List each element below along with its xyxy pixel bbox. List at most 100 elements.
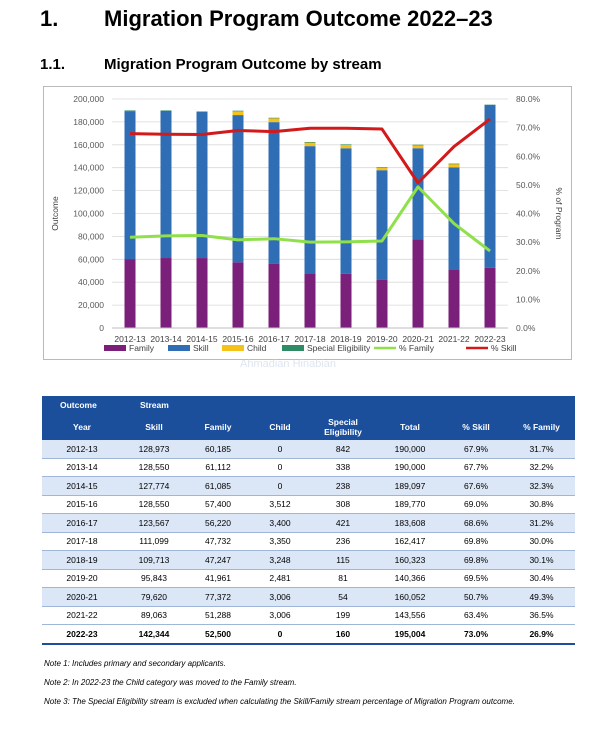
legend-label: % Family	[399, 343, 435, 353]
y2-tick-label: 40.0%	[516, 209, 541, 219]
y-tick-label: 120,000	[73, 186, 104, 196]
table-cell: 160	[310, 624, 376, 645]
table-cell: 195,004	[376, 624, 444, 645]
table-cell: 30.8%	[508, 495, 575, 514]
table-cell: 32.3%	[508, 476, 575, 496]
watermark: Ahmadian Hinabian	[240, 358, 337, 370]
table-row: 2013-14 128,550 61,112 0 338 190,000 67.7% 32.2…	[42, 458, 575, 477]
y2-tick-label: 10.0%	[516, 294, 541, 304]
y2-tick-label: 70.0%	[516, 123, 541, 133]
y2-tick-label: 0.0%	[516, 323, 536, 333]
bar-special-eligibility	[268, 117, 280, 119]
bar-skill	[484, 104, 496, 268]
table-cell: 190,000	[376, 458, 444, 477]
table-cell: 54	[310, 587, 376, 607]
table-group-header: Outcome Stream	[42, 396, 575, 414]
bar-family	[448, 269, 460, 328]
table-cell: 842	[310, 440, 376, 459]
bar-child	[376, 167, 388, 171]
bar-family	[232, 262, 244, 328]
table-body: 2012-13 128,973 60,185 0 842 190,000 67.9% 31.7…	[42, 440, 575, 645]
table-cell: 30.4%	[508, 569, 575, 588]
bar-skill	[448, 167, 460, 270]
table-cell: 3,400	[250, 513, 310, 533]
table-cell: 3,248	[250, 550, 310, 570]
y-tick-label: 100,000	[73, 209, 104, 219]
table-cell: 68.6%	[444, 513, 508, 533]
heading-title: Migration Program Outcome 2022–23	[104, 6, 493, 31]
table-cell: 56,220	[186, 513, 250, 533]
table-row: 2020-21 79,620 77,372 3,006 54 160,052 50.7% 49…	[42, 587, 575, 607]
table-cell: 421	[310, 513, 376, 533]
table-cell: 111,099	[122, 532, 186, 551]
bar-special-eligibility	[196, 111, 208, 113]
table-cell: 69.5%	[444, 569, 508, 588]
table-cell: 52,500	[186, 624, 250, 645]
table-cell: 0	[250, 440, 310, 459]
table-row: 2017-18 111,099 47,732 3,350 236 162,417 69.8%…	[42, 532, 575, 551]
bar-child	[412, 144, 424, 149]
table-cell: 61,112	[186, 458, 250, 477]
table-cell: 30.0%	[508, 532, 575, 551]
table-cell: 2022-23	[42, 624, 122, 645]
table-cell: 2014-15	[42, 476, 122, 496]
table-row: 2019-20 95,843 41,961 2,481 81 140,366 69.5% 30…	[42, 569, 575, 588]
table-row: 2022-23 142,344 52,500 0 160 195,004 73.0% 26.9…	[42, 624, 575, 645]
bar-skill	[412, 148, 424, 240]
x-tick-label: 2017-18	[294, 334, 325, 344]
table-cell: 61,085	[186, 476, 250, 496]
y-tick-label: 80,000	[78, 231, 104, 241]
section-number: 1.1.	[40, 56, 66, 73]
legend-swatch	[282, 345, 304, 351]
note-2: Note 2: In 2022-23 the Child category wa…	[44, 678, 297, 687]
table-cell: 2013-14	[42, 458, 122, 477]
table-cell: 47,247	[186, 550, 250, 570]
table-cell: 190,000	[376, 440, 444, 459]
bar-child	[340, 144, 352, 149]
table-row: 2021-22 89,063 51,288 3,006 199 143,556 63.4% 3…	[42, 606, 575, 625]
table-cell: 63.4%	[444, 606, 508, 625]
line-family	[129, 185, 491, 253]
table-cell: 2018-19	[42, 550, 122, 570]
y2-axis-title: % of Program	[554, 188, 564, 240]
y2-tick-label: 60.0%	[516, 151, 541, 161]
table-cell: 69.8%	[444, 532, 508, 551]
table-cell: 338	[310, 458, 376, 477]
column-header: Year	[42, 414, 122, 440]
table-cell: 47,732	[186, 532, 250, 551]
x-tick-label: 2013-14	[150, 334, 181, 344]
legend-label: Skill	[193, 343, 209, 353]
bar-skill	[376, 170, 388, 280]
column-header: Skill	[122, 414, 186, 440]
y-tick-label: 180,000	[73, 117, 104, 127]
x-tick-label: 2015-16	[222, 334, 253, 344]
table-cell: 128,550	[122, 495, 186, 514]
table-cell: 2019-20	[42, 569, 122, 588]
table-cell: 2012-13	[42, 440, 122, 459]
legend-swatch	[222, 345, 244, 351]
y2-tick-label: 50.0%	[516, 180, 541, 190]
bar-special-eligibility	[376, 167, 388, 168]
bar-child	[448, 163, 460, 168]
table-row: 2018-19 109,713 47,247 3,248 115 160,323 69.8%…	[42, 550, 575, 570]
chart-svg: 0 20,000 40,000 60,000 80,000 100,000 120,000 1…	[50, 94, 564, 353]
bar-family	[484, 267, 496, 328]
column-header: Special Eligibility	[310, 414, 376, 440]
table-cell: 81	[310, 569, 376, 588]
table-cell: 123,567	[122, 513, 186, 533]
table-cell: 236	[310, 532, 376, 551]
bar-skill	[160, 110, 172, 259]
table-cell: 189,770	[376, 495, 444, 514]
stream-chart: 0 20,000 40,000 60,000 80,000 100,000 120,000 1…	[43, 86, 572, 360]
table-cell: 128,550	[122, 458, 186, 477]
y-tick-label: 200,000	[73, 94, 104, 104]
table-cell: 140,366	[376, 569, 444, 588]
y2-tick-label: 80.0%	[516, 94, 541, 104]
x-tick-label: 2014-15	[186, 334, 217, 344]
section-title: Migration Program Outcome by stream	[104, 56, 382, 73]
table-cell: 162,417	[376, 532, 444, 551]
table-cell: 31.2%	[508, 513, 575, 533]
legend-swatch	[168, 345, 190, 351]
table-cell: 3,006	[250, 606, 310, 625]
table-cell: 67.6%	[444, 476, 508, 496]
